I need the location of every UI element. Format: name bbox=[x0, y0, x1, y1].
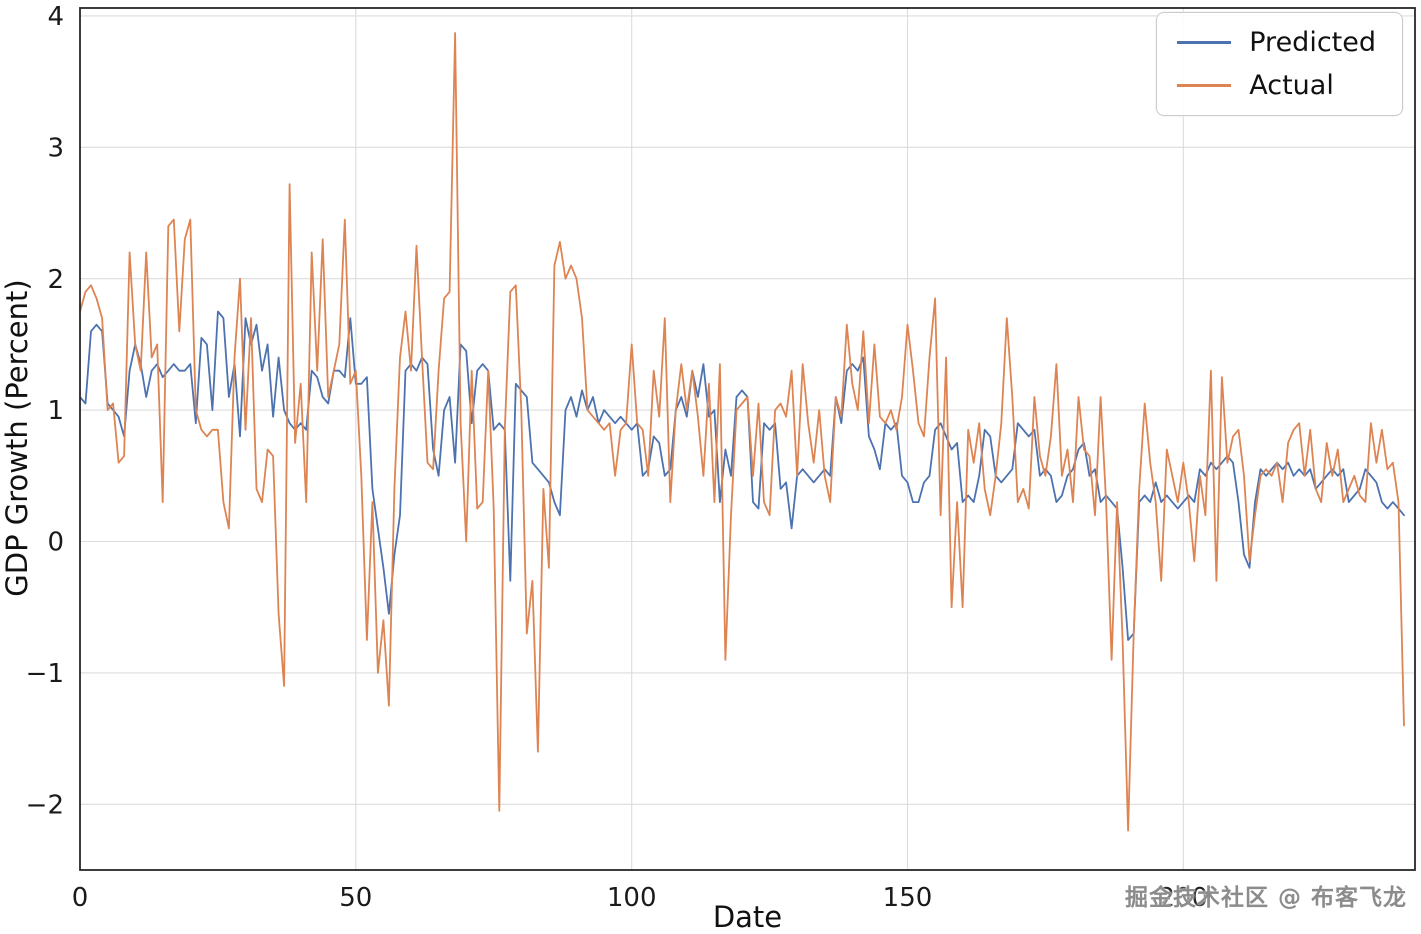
y-tick-label: −1 bbox=[26, 659, 64, 689]
x-tick-label: 0 bbox=[72, 883, 89, 913]
actual-line bbox=[79, 32, 1405, 832]
predicted-line-swatch bbox=[1177, 41, 1232, 44]
legend-label-predicted: Predicted bbox=[1249, 27, 1376, 58]
legend-label-actual: Actual bbox=[1249, 70, 1334, 101]
y-axis-label: GDP Growth (Percent) bbox=[0, 279, 34, 597]
y-tick-label: 1 bbox=[47, 396, 64, 426]
x-tick-label: 150 bbox=[883, 883, 933, 913]
y-tick-label: 4 bbox=[47, 2, 64, 32]
actual-line-swatch bbox=[1177, 84, 1232, 87]
legend: Predicted Actual bbox=[1156, 12, 1403, 116]
x-axis-label: Date bbox=[712, 900, 783, 934]
plot-frame bbox=[79, 7, 1416, 871]
predicted-line bbox=[79, 310, 1405, 641]
legend-item-predicted: Predicted bbox=[1177, 29, 1376, 56]
watermark: 掘金技术社区 @ 布客飞龙 bbox=[1124, 885, 1407, 911]
x-tick-label: 50 bbox=[339, 883, 372, 913]
y-tick-label: 3 bbox=[47, 133, 64, 163]
y-tick-label: 2 bbox=[47, 265, 64, 295]
x-tick-label: 100 bbox=[607, 883, 657, 913]
y-tick-label: −2 bbox=[26, 790, 64, 820]
x-tick-label: 200 bbox=[1158, 883, 1208, 913]
legend-item-actual: Actual bbox=[1177, 72, 1376, 99]
y-tick-label: 0 bbox=[47, 528, 64, 558]
